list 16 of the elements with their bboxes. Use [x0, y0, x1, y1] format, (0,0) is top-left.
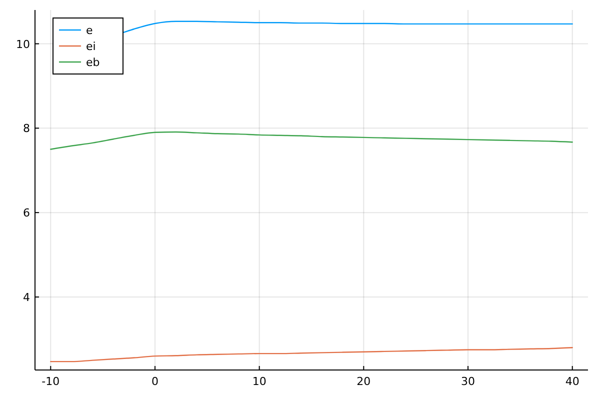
- line-series: [50, 131, 573, 150]
- legend-label: eb: [86, 56, 100, 69]
- x-tick-label: -10: [42, 375, 60, 388]
- line-series: [50, 347, 573, 362]
- x-tick-label: 40: [565, 375, 580, 388]
- x-tick-label: 0: [151, 375, 158, 388]
- y-tick-label: 6: [23, 206, 30, 220]
- y-tick-label: 8: [23, 122, 30, 136]
- y-tick-label: 10: [16, 38, 30, 51]
- legend-label: ei: [86, 40, 96, 53]
- line-series: [123, 20, 573, 33]
- x-tick-label: 20: [356, 375, 371, 388]
- legend-label: e: [86, 24, 93, 37]
- x-tick-label: 10: [252, 375, 266, 388]
- y-tick-label: 4: [23, 290, 30, 304]
- x-tick-label: 30: [461, 375, 476, 388]
